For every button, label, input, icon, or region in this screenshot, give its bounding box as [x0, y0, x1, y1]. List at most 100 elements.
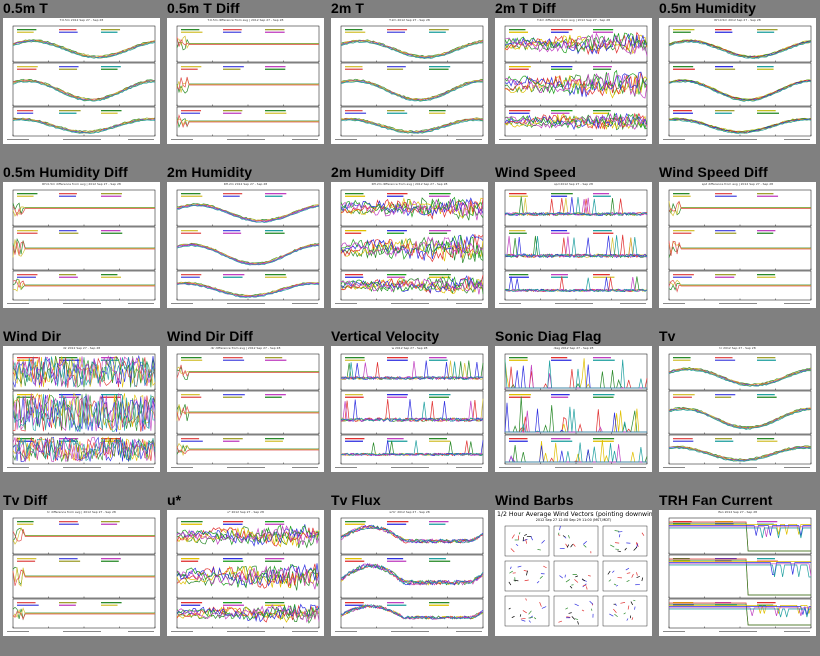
plot-thumbnail-link[interactable]: T.0.5m 2012 Sep 27 - Sep 28 — [3, 18, 160, 144]
legend-entry — [223, 110, 243, 112]
series-line — [505, 445, 648, 463]
legend-entry — [101, 230, 121, 232]
legend-entry — [223, 521, 244, 523]
footer-text — [7, 631, 29, 632]
plot-title: 2m Humidity Diff — [331, 164, 444, 180]
legend-entry — [265, 29, 285, 31]
series-line — [12, 40, 156, 58]
plot-thumbnail-link[interactable]: RH.2m difference from avg | 2012 Sep 27 … — [331, 182, 488, 308]
plot-thumbnail-link[interactable]: diag 2012 Sep 27 - Sep 28 — [495, 346, 652, 472]
wind-barb — [519, 614, 522, 617]
legend-entry — [181, 112, 201, 114]
plot-thumbnail-link[interactable]: w'tc' 2012 Sep 27 - Sep 28 — [331, 510, 488, 636]
legend-entry — [673, 394, 695, 396]
plot-title: Sonic Diag Flag — [495, 328, 602, 344]
series-line — [176, 77, 319, 93]
footer-text — [335, 631, 357, 632]
legend-entry — [551, 112, 570, 114]
plot-cell: Wind Dir dir 2012 Sep 27 - Sep 28 — [0, 328, 164, 492]
legend-entry — [17, 68, 37, 70]
legend-entry — [265, 602, 285, 604]
series-line — [668, 408, 812, 429]
series-line — [12, 278, 155, 291]
plot-cell: 2m Humidity Diff RH.2m difference from av… — [328, 164, 492, 328]
legend-entry — [509, 110, 531, 112]
legend-entry — [265, 521, 285, 523]
legend-entry — [387, 195, 404, 197]
footer-text — [456, 139, 482, 140]
plot-thumbnail-link[interactable]: RH.0.5m 2012 Sep 27 - Sep 28 — [659, 18, 816, 144]
legend-entry — [551, 440, 573, 442]
wind-barb — [525, 598, 527, 601]
plot-thumbnail-link[interactable]: dir 2012 Sep 27 - Sep 28 — [3, 346, 160, 472]
plot-image — [7, 189, 156, 304]
legend-entry — [429, 359, 448, 361]
plot-thumbnail-link[interactable]: tc 2012 Sep 27 - Sep 28 — [659, 346, 816, 472]
legend-entry — [509, 394, 531, 396]
plot-thumbnail-link[interactable]: 1/2 Hour Average Wind Vectors (pointing … — [495, 510, 652, 636]
plot-thumbnail-link[interactable]: RH.0.5m difference from avg | 2012 Sep 2… — [3, 182, 160, 308]
legend-entry — [387, 438, 404, 440]
legend-entry — [551, 29, 573, 31]
series-line — [176, 565, 320, 590]
series-line — [176, 244, 320, 265]
series-line — [176, 524, 320, 546]
barb-panel — [602, 525, 648, 557]
plot-thumbnail-link[interactable]: w 2012 Sep 27 - Sep 28 — [331, 346, 488, 472]
legend-entry — [59, 230, 77, 232]
legend-entry — [223, 357, 243, 359]
legend-entry — [223, 558, 243, 560]
legend-entry — [715, 558, 737, 560]
series-line — [340, 401, 484, 422]
barbs-caption: 1/2 Hour Average Wind Vectors (pointing … — [497, 511, 652, 518]
footer-text — [784, 631, 810, 632]
series-line — [176, 114, 319, 129]
wind-barb — [565, 543, 568, 548]
series-line — [669, 606, 811, 615]
plot-cell: Tv Flux w'tc' 2012 Sep 27 - Sep 28 — [328, 492, 492, 656]
plot-thumbnail-link[interactable]: RH.2m 2012 Sep 27 - Sep 28 — [167, 182, 324, 308]
footer-text — [555, 303, 593, 304]
legend-entry — [345, 602, 364, 604]
wind-barb — [526, 570, 528, 576]
plot-thumbnail-link[interactable]: spd difference from avg | 2012 Sep 27 - … — [659, 182, 816, 308]
plot-thumbnail-link[interactable]: T.2m difference from avg | 2012 Sep 27 -… — [495, 18, 652, 144]
series-line — [12, 40, 156, 59]
plot-thumbnail-link[interactable]: tc difference from avg | 2012 Sep 27 - S… — [3, 510, 160, 636]
legend-entry — [673, 396, 692, 398]
series-line — [12, 79, 156, 100]
footer-text — [719, 467, 757, 468]
legend-entry — [181, 523, 203, 525]
plot-thumbnail-link[interactable]: T.2m 2012 Sep 27 - Sep 28 — [331, 18, 488, 144]
legend-entry — [345, 357, 365, 359]
plot-thumbnail-link[interactable]: T.0.5m difference from avg | 2012 Sep 27… — [167, 18, 324, 144]
legend-entry — [223, 394, 245, 396]
wind-barb — [524, 579, 529, 582]
plot-thumbnail-link[interactable]: u* 2012 Sep 27 - Sep 28 — [167, 510, 324, 636]
plot-thumbnail-link[interactable]: Ifan 2012 Sep 27 - Sep 28 — [659, 510, 816, 636]
series-line — [340, 197, 484, 219]
legend-entry — [223, 396, 243, 398]
plot-thumbnail-link[interactable]: dir difference from avg | 2012 Sep 27 - … — [167, 346, 324, 472]
plot-thumbnail-link[interactable]: spd 2012 Sep 27 - Sep 28 — [495, 182, 652, 308]
series-line — [340, 40, 484, 58]
legend-entry — [345, 230, 367, 232]
legend-entry — [551, 230, 568, 232]
plot-cell: Tv Diff tc difference from avg | 2012 Sep… — [0, 492, 164, 656]
legend-entry — [757, 232, 774, 234]
series-line — [668, 80, 812, 102]
footer-text — [620, 467, 646, 468]
series-line — [176, 603, 320, 623]
legend-entry — [101, 276, 121, 278]
footer-text — [391, 139, 429, 140]
series-line — [12, 567, 155, 587]
plot-title: TRH Fan Current — [659, 492, 773, 508]
legend-entry — [673, 31, 691, 33]
series-line — [12, 119, 156, 134]
plot-image — [504, 525, 648, 627]
legend-entry — [593, 357, 611, 359]
legend-entry — [593, 438, 615, 440]
wind-barb — [513, 579, 519, 582]
legend-entry — [59, 110, 81, 112]
legend-entry — [181, 440, 203, 442]
